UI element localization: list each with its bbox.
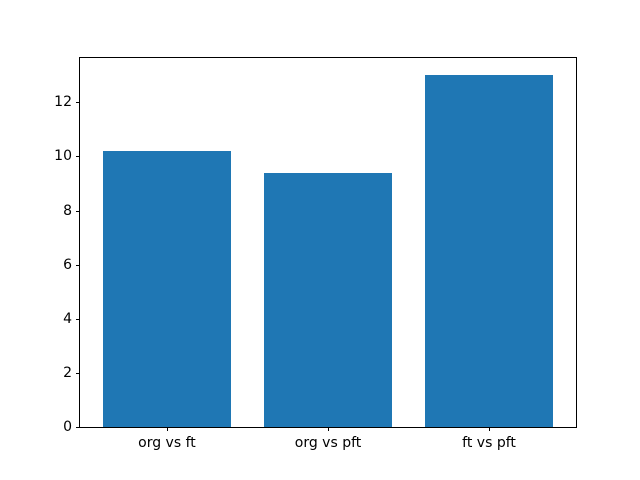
- y-tick-mark: [76, 210, 80, 212]
- bar-org-vs-ft: [102, 151, 232, 428]
- y-tick-label: 6: [63, 256, 72, 273]
- y-tick-mark: [76, 427, 80, 429]
- y-tick-label: 8: [63, 202, 72, 219]
- y-tick-label: 10: [54, 148, 72, 165]
- y-tick-label: 4: [63, 310, 72, 327]
- x-tick-label: org vs ft: [138, 435, 196, 452]
- x-tick-label: ft vs pft: [462, 435, 516, 452]
- y-tick-mark: [76, 373, 80, 375]
- y-tick-label: 0: [63, 419, 72, 436]
- y-tick-mark: [76, 264, 80, 266]
- x-tick-mark: [489, 427, 491, 432]
- bar-org-vs-pft: [263, 172, 393, 428]
- x-tick-mark: [328, 427, 329, 432]
- x-tick-mark: [166, 427, 168, 432]
- y-tick-mark: [76, 102, 80, 104]
- y-tick-mark: [76, 318, 80, 320]
- plot-area: [80, 57, 576, 428]
- y-tick-mark: [76, 156, 80, 158]
- bar-ft-vs-pft: [424, 75, 554, 428]
- y-tick-label: 12: [54, 94, 72, 111]
- x-tick-label: org vs pft: [294, 435, 362, 452]
- y-tick-label: 2: [63, 365, 72, 382]
